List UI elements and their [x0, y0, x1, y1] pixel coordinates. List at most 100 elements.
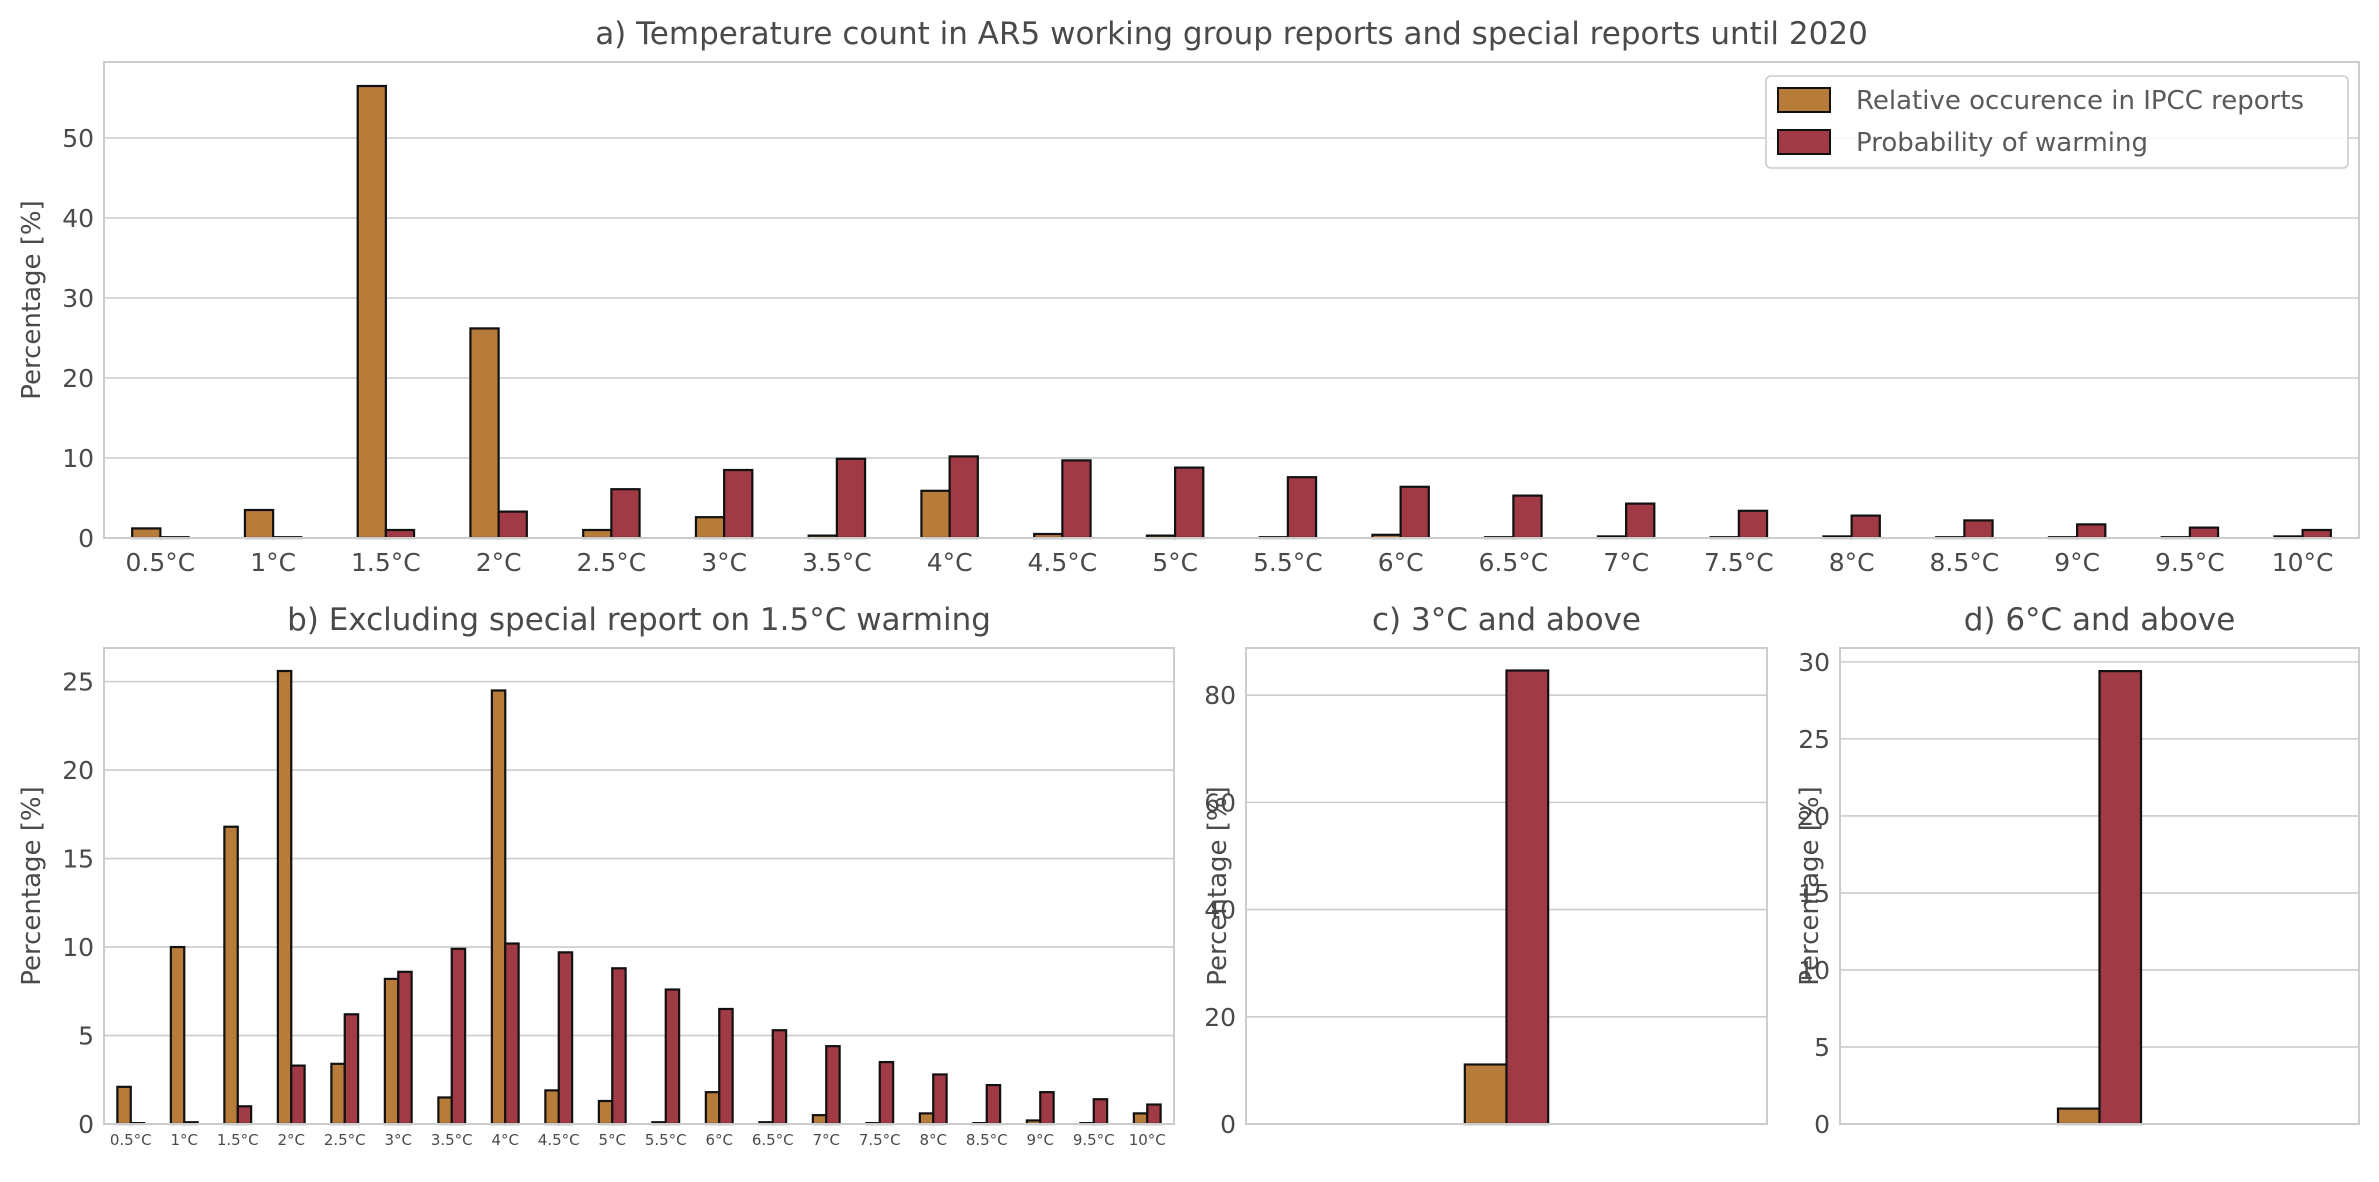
bar-warming-probability — [290, 1064, 306, 1126]
legend-label: Probability of warming — [1856, 128, 2148, 158]
x-tick-label: 5.5°C — [1253, 548, 1323, 577]
legend-swatch — [1777, 87, 1831, 113]
bar-ipcc-occurrence — [276, 669, 293, 1126]
x-tick-label: 2°C — [476, 548, 522, 577]
bar-warming-probability — [450, 947, 467, 1126]
bar-warming-probability — [1505, 669, 1550, 1126]
bar-warming-probability — [718, 1007, 734, 1126]
panel-d: 0 5 10 15 20 25 30 d) 6°C and above Percentage [… — [1795, 602, 2360, 1139]
x-tick-label: 6°C — [705, 1131, 733, 1149]
bar-warming-probability — [723, 468, 754, 540]
x-tick-label: 5°C — [1152, 548, 1198, 577]
bar-warming-probability — [1737, 509, 1769, 540]
bar-warming-probability — [384, 528, 416, 540]
y-tick-label: 20 — [62, 756, 94, 785]
x-tick-label: 5.5°C — [645, 1131, 687, 1149]
y-axis-label: Percentage [%] — [17, 200, 47, 400]
x-tick-label: 6°C — [1378, 548, 1424, 577]
bar-ipcc-occurrence — [243, 508, 275, 540]
bar-ipcc-occurrence — [383, 977, 400, 1126]
chart-title: a) Temperature count in AR5 working grou… — [595, 16, 1868, 52]
y-tick-label: 30 — [1798, 648, 1830, 677]
chart-title: c) 3°C and above — [1372, 602, 1641, 638]
x-tick-label: 4.5°C — [538, 1131, 580, 1149]
x-tick-label: 4°C — [491, 1131, 519, 1149]
panel-b: 0 5 10 15 20 25 0.5°C 1°C 1.5°C 2°C 2.5°C 3°C 3.5°C 4… — [17, 602, 1175, 1149]
x-tick-label: 3.5°C — [431, 1131, 473, 1149]
plot-frame — [1839, 647, 2360, 1125]
y-axis-label: Percentage [%] — [1203, 786, 1233, 986]
x-tick-label: 9°C — [1026, 1131, 1054, 1149]
x-tick-label: 3.5°C — [802, 548, 872, 577]
bar-warming-probability — [557, 951, 574, 1126]
x-tick-label: 4.5°C — [1028, 548, 1098, 577]
bar-warming-probability — [835, 457, 867, 540]
bar-ipcc-occurrence — [116, 1085, 132, 1126]
x-tick-label: 3°C — [384, 1131, 412, 1149]
bar-warming-probability — [664, 988, 681, 1126]
bar-warming-probability — [948, 455, 979, 540]
bar-ipcc-occurrence — [223, 825, 239, 1126]
plot-frame — [103, 61, 2360, 539]
x-tick-label: 3°C — [701, 548, 747, 577]
bar-ipcc-occurrence — [544, 1089, 560, 1126]
y-tick-label: 0 — [78, 524, 94, 553]
bar-ipcc-occurrence — [1132, 1112, 1149, 1126]
plot-area — [104, 648, 1174, 1124]
y-tick-label: 20 — [1204, 1003, 1236, 1032]
bar-ipcc-occurrence — [597, 1099, 614, 1126]
bar-warming-probability — [1625, 502, 1656, 540]
x-tick-label: 7°C — [1603, 548, 1649, 577]
x-tick-label: 10°C — [2272, 548, 2334, 577]
bar-warming-probability — [1092, 1098, 1109, 1126]
y-tick-label: 40 — [62, 204, 94, 233]
x-tick-label: 7.5°C — [859, 1131, 901, 1149]
legend: Relative occurence in IPCC reports Probab… — [1765, 75, 2349, 169]
bar-ipcc-occurrence — [356, 84, 387, 540]
bar-warming-probability — [2301, 528, 2332, 540]
x-tick-label: 9.5°C — [1073, 1131, 1115, 1149]
bar-warming-probability — [985, 1083, 1002, 1126]
bar-warming-probability — [1174, 466, 1205, 540]
bar-warming-probability — [1512, 494, 1543, 540]
bar-warming-probability — [611, 967, 627, 1126]
x-tick-label: 0.5°C — [110, 1131, 152, 1149]
y-tick-label: 20 — [62, 364, 94, 393]
y-axis-label: Percentage [%] — [17, 786, 47, 986]
bar-ipcc-occurrence — [169, 945, 186, 1126]
bar-warming-probability — [771, 1029, 788, 1126]
bar-warming-probability — [1146, 1103, 1162, 1126]
bar-warming-probability — [878, 1060, 895, 1126]
y-tick-label: 60 — [1204, 788, 1236, 817]
y-tick-label: 5 — [1814, 1033, 1830, 1062]
bar-ipcc-occurrence — [131, 527, 162, 540]
x-tick-label: 7°C — [812, 1131, 840, 1149]
x-tick-label: 9.5°C — [2155, 548, 2225, 577]
bar-ipcc-occurrence — [437, 1096, 453, 1126]
x-tick-label: 1°C — [170, 1131, 198, 1149]
panel-c: 0 20 40 60 80 c) 3°C and above Percentage [%] — [1203, 602, 1768, 1139]
bar-warming-probability — [1061, 459, 1092, 540]
x-tick-label: 4°C — [927, 548, 973, 577]
x-tick-label: 1.5°C — [351, 548, 421, 577]
y-tick-label: 15 — [1798, 879, 1830, 908]
x-tick-label: 5°C — [598, 1131, 626, 1149]
y-tick-label: 80 — [1204, 681, 1236, 710]
bar-ipcc-occurrence — [469, 327, 500, 540]
bar-warming-probability — [504, 942, 520, 1126]
bar-ipcc-occurrence — [918, 1112, 935, 1126]
bar-ipcc-occurrence — [490, 689, 507, 1126]
bar-warming-probability — [1286, 476, 1318, 540]
y-tick-label: 0 — [1814, 1110, 1830, 1139]
x-tick-label: 6.5°C — [752, 1131, 794, 1149]
bar-ipcc-occurrence — [811, 1114, 828, 1126]
bar-warming-probability — [1850, 514, 1881, 540]
bar-warming-probability — [343, 1013, 360, 1126]
bar-warming-probability — [497, 510, 528, 540]
y-tick-label: 30 — [62, 284, 94, 313]
x-tick-label: 9°C — [2054, 548, 2100, 577]
y-tick-label: 15 — [62, 845, 94, 874]
bar-warming-probability — [1399, 485, 1430, 540]
x-tick-label: 1°C — [250, 548, 296, 577]
